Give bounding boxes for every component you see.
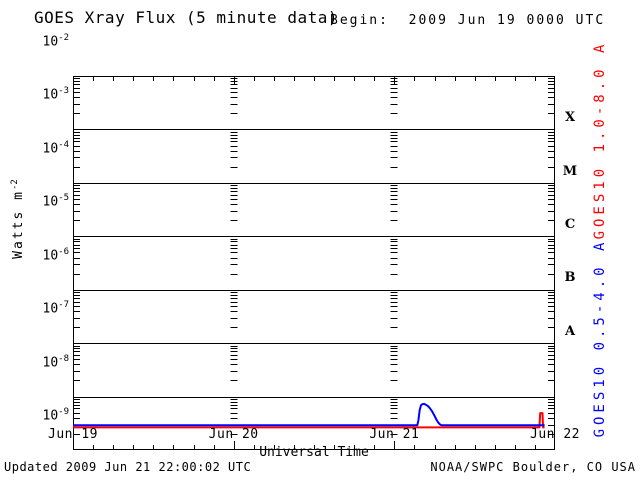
plot-area — [73, 38, 555, 450]
x-tick-label: Jun 19 — [48, 427, 98, 442]
x-tick-label: Jun 22 — [530, 427, 580, 442]
x-axis-title: Universal Time — [259, 445, 369, 460]
credit-text: NOAA/SWPC Boulder, CO USA — [430, 460, 636, 474]
y-tick-label: 10-7 — [42, 300, 70, 317]
x-tick-label: Jun 20 — [208, 427, 259, 442]
y-tick-label: 10-4 — [42, 139, 70, 157]
series-line-goes10-short — [73, 402, 545, 427]
x-tick-label: Jun 21 — [369, 427, 420, 442]
y-axis-title: Watts m-2 — [9, 179, 27, 259]
y-tick-label: 10-3 — [42, 86, 70, 103]
flare-class-label-b: B — [564, 270, 576, 286]
y-tick-label: 10-5 — [42, 193, 70, 210]
y-tick-label: 10-9 — [42, 407, 70, 424]
begin-timestamp: Begin: 2009 Jun 19 0000 UTC — [330, 13, 606, 28]
channel-label-long: GOES10 1.0-8.0 A — [592, 40, 608, 239]
y-tick-label: 10-6 — [42, 246, 70, 264]
plot-canvas — [73, 76, 555, 450]
y-tick-label: 10-2 — [42, 33, 70, 50]
series-line-goes10-long — [73, 412, 545, 429]
flare-class-label-a: A — [564, 323, 576, 339]
channel-label-short: GOES10 0.5-4.0 A — [592, 238, 608, 438]
updated-timestamp: Updated 2009 Jun 21 22:00:02 UTC — [4, 460, 252, 474]
flare-class-label-x: X — [564, 110, 576, 126]
flare-class-label-m: M — [562, 163, 578, 179]
y-tick-label: 10-8 — [42, 353, 70, 370]
chart-title: GOES Xray Flux (5 minute data) — [34, 8, 338, 27]
flare-class-label-c: C — [564, 217, 576, 233]
plot-border — [73, 76, 555, 450]
